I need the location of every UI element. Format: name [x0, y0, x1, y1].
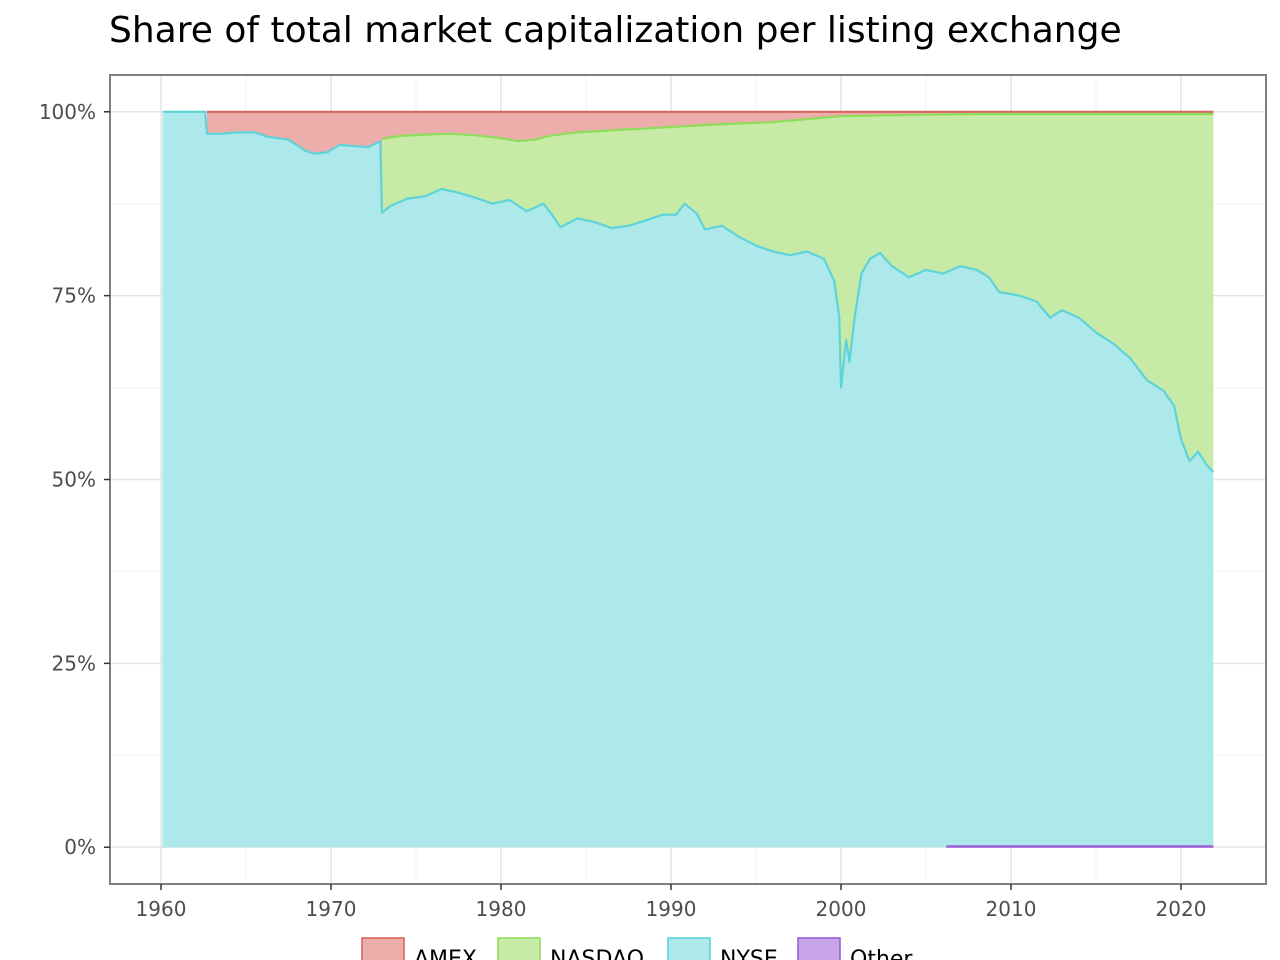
axes: 1960 1970 1980 1990 2000 2010 2020 0% 25% 50% 75% 1… [39, 100, 1207, 921]
line-nyse [162, 110, 1215, 473]
legend-key-nyse [667, 937, 711, 960]
y-tick-label: 100% [39, 100, 96, 124]
legend-label-other: Other [850, 947, 913, 960]
legend-label-nasdaq: NASDAQ [550, 947, 644, 960]
area-series [162, 111, 1214, 848]
x-tick-label: 2000 [816, 897, 867, 921]
y-tick-label: 0% [64, 835, 96, 859]
legend-key-amex [361, 937, 405, 960]
area-amex [206, 111, 1214, 213]
y-tick-label: 25% [52, 651, 96, 675]
series-lines [161, 110, 1215, 848]
y-tick-label: 75% [52, 284, 96, 308]
area-nyse [162, 111, 1214, 848]
chart-title: Share of total market capitalization per… [109, 10, 1122, 51]
legend-key-nasdaq [497, 937, 541, 960]
area-nasdaq [382, 114, 1214, 473]
legend: AMEX NASDAQ NYSE Other [361, 937, 913, 960]
line-nasdaq [381, 112, 1214, 143]
legend-key-other [797, 937, 841, 960]
x-tick-label: 2010 [986, 897, 1037, 921]
x-tick-label: 1960 [136, 897, 187, 921]
x-tick-label: 1990 [646, 897, 697, 921]
legend-label-nyse: NYSE [720, 947, 778, 960]
y-tick-label: 50% [52, 468, 96, 492]
x-tick-label: 2020 [1156, 897, 1207, 921]
legend-label-amex: AMEX [414, 947, 477, 960]
x-tick-label: 1970 [306, 897, 357, 921]
x-tick-label: 1980 [476, 897, 527, 921]
